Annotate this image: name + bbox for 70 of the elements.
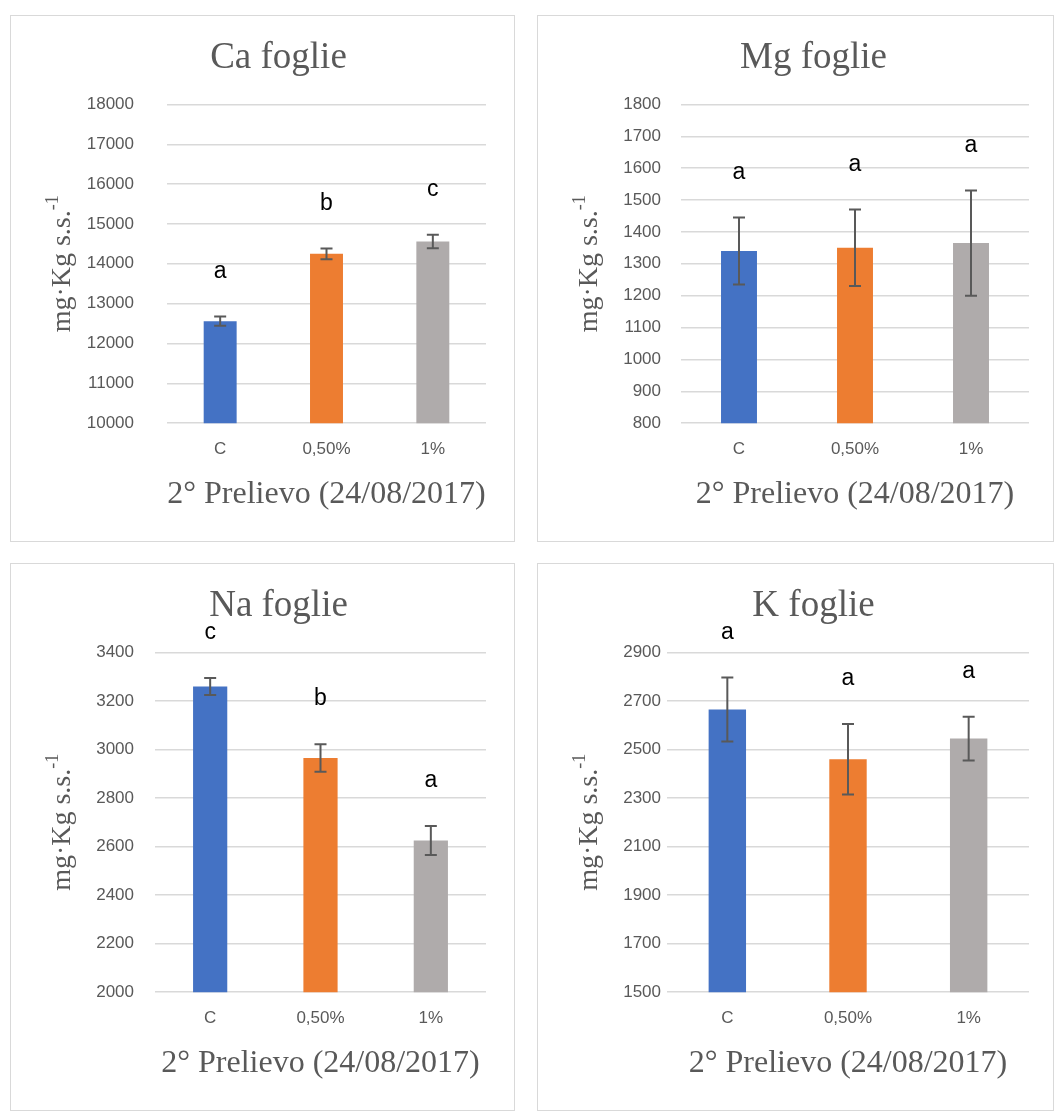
y-tick-label: 1500 bbox=[623, 981, 661, 1001]
y-tick-label: 2100 bbox=[623, 836, 661, 856]
y-tick-label: 3400 bbox=[96, 642, 134, 662]
y-tick-label: 2300 bbox=[623, 787, 661, 807]
x-axis-title: 2° Prelievo (24/08/2017) bbox=[167, 474, 486, 511]
y-tick-label: 2200 bbox=[96, 933, 134, 953]
x-tick-label: C bbox=[214, 439, 227, 459]
x-tick-label: 1% bbox=[418, 1008, 444, 1028]
y-tick-label: 12000 bbox=[86, 333, 134, 353]
annotation: a bbox=[841, 664, 855, 691]
y-tick-label: 2900 bbox=[623, 642, 661, 662]
y-tick-label: 1700 bbox=[623, 933, 661, 953]
y-tick-label: 2000 bbox=[96, 981, 134, 1001]
annotation: a bbox=[213, 256, 227, 283]
annotation: a bbox=[424, 766, 438, 793]
y-tick-label: 2500 bbox=[623, 739, 661, 759]
y-tick-label: 1800 bbox=[623, 94, 661, 114]
x-tick-label: 0,50% bbox=[823, 1008, 873, 1028]
y-axis-title: mg·Kg s.s.-1 bbox=[568, 195, 604, 333]
y-tick-label: 1300 bbox=[623, 253, 661, 273]
x-axis-title: 2° Prelievo (24/08/2017) bbox=[688, 1043, 1008, 1080]
y-tick-label: 1500 bbox=[623, 189, 661, 209]
y-tick-label: 900 bbox=[632, 381, 661, 401]
y-tick-label: 10000 bbox=[86, 412, 134, 432]
annotation: a bbox=[848, 149, 862, 176]
x-tick-label: 1% bbox=[420, 439, 446, 459]
x-tick-label: 0,50% bbox=[302, 439, 351, 459]
annotation: a bbox=[962, 657, 976, 684]
y-tick-label: 2700 bbox=[623, 690, 661, 710]
y-tick-label: 11000 bbox=[87, 373, 134, 393]
chart-title: Mg foglie bbox=[740, 34, 887, 76]
y-tick-label: 1000 bbox=[623, 349, 661, 369]
chart-title: K foglie bbox=[752, 582, 875, 624]
y-tick-label: 18000 bbox=[86, 94, 134, 114]
x-tick-label: 1% bbox=[958, 439, 984, 459]
annotation: b bbox=[314, 684, 327, 711]
y-axis-title: mg·Kg s.s.-1 bbox=[41, 195, 77, 333]
x-tick-label: C bbox=[732, 439, 746, 459]
x-tick-label: C bbox=[204, 1008, 217, 1028]
y-axis-title: mg·Kg s.s.-1 bbox=[568, 753, 604, 891]
x-tick-label: 0,50% bbox=[830, 439, 880, 459]
y-tick-label: 14000 bbox=[86, 253, 134, 273]
y-tick-label: 17000 bbox=[86, 133, 134, 153]
y-tick-label: 15000 bbox=[86, 213, 134, 233]
y-tick-label: 1600 bbox=[623, 157, 661, 177]
x-tick-label: 0,50% bbox=[296, 1008, 345, 1028]
annotation: a bbox=[964, 130, 978, 157]
y-tick-label: 16000 bbox=[86, 173, 134, 193]
y-tick-label: 13000 bbox=[86, 293, 134, 313]
annotation: c bbox=[427, 175, 439, 202]
y-tick-label: 1700 bbox=[623, 125, 661, 145]
annotation: a bbox=[732, 157, 746, 184]
y-tick-label: 1200 bbox=[623, 285, 661, 305]
y-tick-label: 1100 bbox=[624, 317, 661, 337]
x-tick-label: 1% bbox=[956, 1008, 981, 1028]
y-tick-label: 800 bbox=[632, 412, 661, 432]
y-tick-label: 2400 bbox=[96, 884, 134, 904]
y-tick-label: 2600 bbox=[96, 836, 134, 856]
y-tick-label: 3200 bbox=[96, 690, 134, 710]
y-tick-label: 2800 bbox=[96, 787, 134, 807]
y-axis-title: mg·Kg s.s.-1 bbox=[41, 753, 77, 891]
text: a bbox=[720, 617, 734, 644]
y-tick-label: 1400 bbox=[623, 221, 661, 241]
y-tick-label: 1900 bbox=[623, 884, 661, 904]
chart-title: Ca foglie bbox=[210, 34, 347, 76]
x-tick-label: C bbox=[721, 1008, 734, 1028]
x-axis-title: 2° Prelievo (24/08/2017) bbox=[695, 474, 1015, 511]
y-tick-label: 3000 bbox=[96, 739, 134, 759]
annotation: b bbox=[320, 188, 333, 215]
x-axis-title: 2° Prelievo (24/08/2017) bbox=[161, 1043, 480, 1080]
